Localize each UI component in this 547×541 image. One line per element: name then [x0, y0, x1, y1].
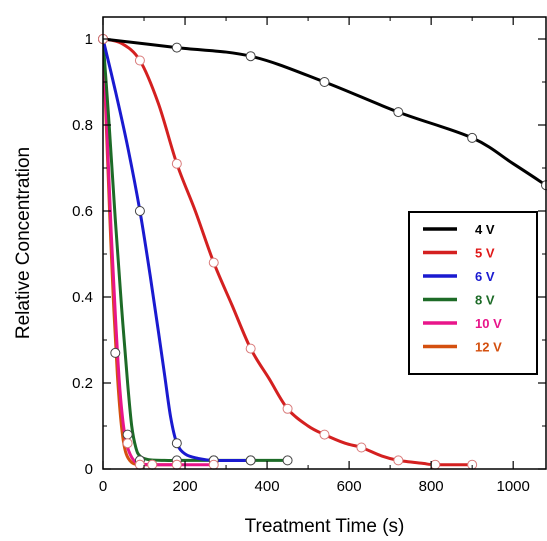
x-tick-label: 200	[173, 478, 198, 495]
data-point-10v-1	[122, 438, 133, 449]
data-point-5v-6	[319, 429, 330, 440]
legend-label-12v: 12 V	[475, 340, 502, 355]
data-point-4v-4	[393, 107, 404, 118]
data-point-10v-5	[208, 459, 219, 470]
data-point-8v-2	[122, 429, 133, 440]
y-tick-label: 0.6	[72, 203, 93, 220]
data-point-5v-8	[393, 455, 404, 466]
data-point-8v-6	[245, 455, 256, 466]
data-point-5v-3	[208, 257, 219, 268]
data-point-8v-1	[110, 347, 121, 358]
data-point-5v-5	[282, 403, 293, 414]
legend-label-10v: 10 V	[475, 316, 502, 331]
data-point-4v-1	[171, 42, 182, 53]
data-point-5v-2	[171, 158, 182, 169]
data-point-8v-7	[282, 455, 293, 466]
legend-label-5v: 5 V	[475, 246, 495, 261]
legend-label-8v: 8 V	[475, 293, 495, 308]
x-tick-label: 1000	[496, 478, 529, 495]
data-point-12v-2	[147, 459, 158, 470]
data-point-4v-5	[467, 132, 478, 143]
y-tick-label: 0	[85, 461, 93, 478]
data-point-5v-1	[134, 55, 145, 66]
y-axis-title: Relative Concentration	[13, 147, 34, 339]
x-tick-label: 800	[419, 478, 444, 495]
data-point-6v-2	[171, 438, 182, 449]
data-point-6v-1	[134, 206, 145, 216]
legend: 4 V 5 V 6 V 8 V 10 V 12 V	[408, 211, 538, 375]
legend-box	[408, 211, 538, 375]
y-tick-label: 0.4	[72, 289, 93, 306]
series-line-12v	[103, 37, 179, 467]
data-point-4v-2	[245, 51, 256, 62]
series-line-6v	[103, 37, 253, 463]
ticks-layer: 0 200 400 600 800 1000 0 0.2 0.4 0.6 0.8 1	[72, 17, 546, 495]
data-point-4v-3	[319, 77, 330, 87]
data-point-12v-3	[171, 459, 182, 470]
legend-label-6v: 6 V	[475, 269, 495, 284]
y-tick-label: 1	[85, 31, 93, 48]
data-point-12v-1	[134, 459, 145, 470]
y-tick-label: 0.8	[72, 117, 93, 134]
x-tick-label: 600	[337, 478, 362, 495]
data-point-5v-4	[245, 343, 256, 354]
x-tick-label: 400	[255, 478, 280, 495]
y-tick-label: 0.2	[72, 375, 93, 392]
plot-frame	[102, 16, 547, 470]
data-point-5v-7	[356, 442, 367, 453]
series-line-8v	[103, 37, 290, 462]
series-line-4v	[103, 37, 546, 187]
legend-label-4v: 4 V	[475, 222, 495, 237]
x-axis-title: Treatment Time (s)	[245, 516, 405, 537]
data-point-5v-9	[430, 459, 441, 470]
x-tick-label: 0	[99, 478, 107, 495]
